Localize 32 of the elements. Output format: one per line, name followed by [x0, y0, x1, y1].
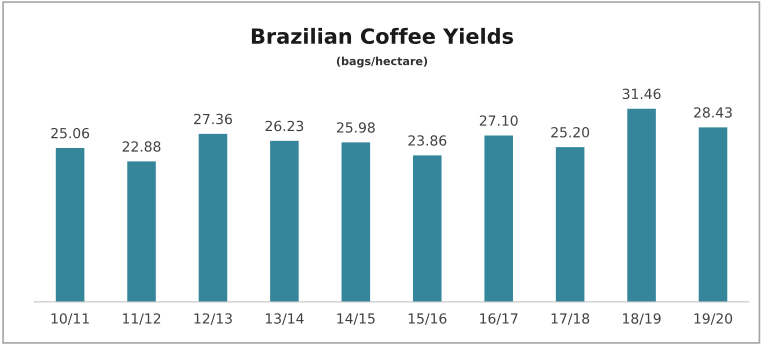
bar	[698, 127, 728, 302]
chart-title: Brazilian Coffee Yields	[252, 28, 513, 44]
bar	[484, 136, 513, 302]
bar	[412, 155, 442, 302]
x-tick-label: 18/19	[623, 313, 661, 325]
bar	[127, 161, 156, 302]
bar	[342, 142, 370, 302]
data-label: 27.10	[480, 115, 518, 126]
x-tick-label: 17/18	[552, 313, 590, 325]
x-tick-label: 13/14	[266, 313, 304, 325]
bar	[627, 108, 656, 302]
data-label: 31.46	[622, 88, 661, 100]
data-label: 28.43	[694, 107, 732, 118]
x-tick-label: 19/20	[694, 313, 732, 325]
data-label: 27.36	[194, 114, 232, 124]
x-tick-label: 10/11	[52, 313, 89, 325]
data-label: 25.20	[551, 127, 590, 138]
data-label: 22.88	[122, 141, 160, 152]
data-label: 26.23	[266, 120, 304, 132]
x-tick-label: 15/16	[408, 313, 446, 325]
x-tick-label: 12/13	[194, 313, 232, 325]
chart-subtitle: (bags/hectare)	[336, 56, 428, 68]
data-label: 25.98	[336, 122, 375, 133]
data-label: 23.86	[408, 135, 446, 146]
bar	[56, 148, 84, 302]
x-tick-label: 14/15	[337, 313, 375, 325]
x-tick-label: 16/17	[480, 313, 518, 325]
bar	[270, 140, 299, 302]
x-tick-label: 11/12	[123, 313, 160, 325]
data-label: 25.06	[51, 128, 90, 138]
bar	[198, 134, 228, 302]
bar	[556, 147, 584, 302]
